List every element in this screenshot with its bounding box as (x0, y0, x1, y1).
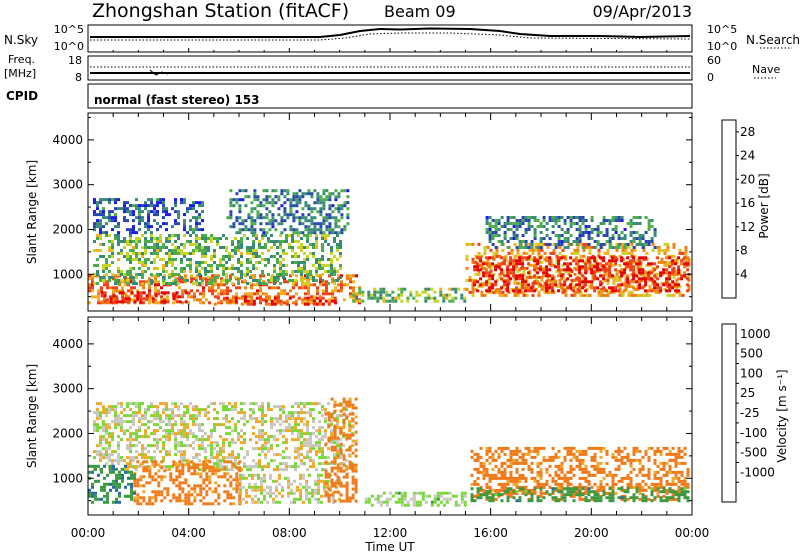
cpid-panel: CPID normal (fast stereo) 153 (6, 83, 693, 109)
freq-right-tick-bottom: 0 (707, 71, 714, 84)
y-tick-label: 1000 (52, 471, 83, 485)
noise-left-label: N.Sky (4, 33, 38, 47)
time-tick-label: 00:00 (71, 526, 106, 540)
power-panel: 1000 2000 3000 4000 Slant Range [km] 4 8 12 16… (25, 112, 771, 312)
velocity-region-2 (88, 464, 136, 504)
freq-right-tick-top: 60 (707, 54, 721, 67)
nave-label: Nave (752, 63, 780, 76)
noise-left-tick-top: 10^5 (54, 23, 84, 36)
sky-noise-trace (90, 27, 691, 39)
colorbar-tick-label: -1000 (740, 465, 775, 479)
time-axis: 00:00 04:00 08:00 12:00 16:00 20:00 00:00 (71, 48, 710, 540)
time-tick-label: 00:00 (675, 526, 710, 540)
velocity-y-label: Slant Range [km] (25, 364, 39, 468)
power-region-9 (485, 216, 657, 249)
power-region-4 (100, 291, 191, 304)
velocity-colorbar-label: Velocity [m s⁻¹] (775, 369, 789, 462)
power-colorbar: 4 8 12 16 20 24 28 (721, 119, 755, 299)
freq-left-tick-top: 18 (68, 54, 82, 67)
freq-left-tick-bottom: 8 (75, 71, 82, 84)
colorbar-tick-label: -500 (740, 446, 767, 460)
power-heatmap (88, 189, 691, 306)
power-region-3 (226, 189, 350, 235)
noise-right-label: N.Search (746, 33, 800, 47)
colorbar-tick-label: 16 (740, 196, 755, 210)
search-noise-trace (90, 32, 691, 41)
power-region-6 (352, 287, 467, 303)
y-tick-label: 2000 (52, 426, 83, 440)
time-tick-label: 04:00 (171, 526, 206, 540)
noise-right-tick-bottom: 10^0 (707, 40, 737, 53)
freq-left-label-2: [MHz] (4, 67, 36, 80)
cpid-label: CPID (6, 89, 38, 103)
y-tick-label: 1000 (52, 267, 83, 281)
y-tick-label: 2000 (52, 222, 83, 236)
time-axis-label: Time UT (364, 540, 415, 554)
power-region-5 (213, 296, 337, 306)
velocity-region-1 (133, 460, 242, 506)
time-tick-label: 20:00 (574, 526, 609, 540)
power-region-1 (93, 234, 342, 285)
freq-left-label-1: Freq. (8, 53, 35, 66)
velocity-region-6 (470, 487, 690, 503)
power-y-axis: 1000 2000 3000 4000 (52, 116, 692, 298)
colorbar-tick-label: -100 (740, 426, 767, 440)
noise-left-tick-bottom: 10^0 (54, 40, 84, 53)
date-label: 09/Apr/2013 (592, 2, 692, 21)
colorbar-tick-label: 20 (740, 172, 755, 186)
y-tick-label: 3000 (52, 178, 83, 192)
velocity-panel: 1000 2000 3000 4000 Slant Range [km] 1000 50… (25, 316, 789, 516)
frequency-panel: Freq. [MHz] 18 8 60 0 Nave (4, 53, 780, 84)
time-tick-label: 12:00 (373, 526, 408, 540)
noise-right-tick-top: 10^5 (707, 23, 737, 36)
colorbar-tick-label: 500 (740, 347, 763, 361)
velocity-region-7 (364, 491, 467, 507)
colorbar-tick-label: 12 (740, 220, 755, 234)
colorbar-tick-label: -25 (740, 406, 760, 420)
colorbar-tick-label: 100 (740, 366, 763, 380)
colorbar-tick-label: 25 (740, 386, 755, 400)
cpid-mode: normal (fast stereo) 153 (94, 93, 260, 107)
velocity-region-4 (324, 397, 358, 503)
velocity-colorbar: 1000 500 100 25 -25 -100 -500 -1000 (721, 323, 775, 503)
power-region-2 (93, 198, 204, 235)
velocity-heatmap (88, 397, 690, 507)
power-y-label: Slant Range [km] (25, 160, 39, 264)
noise-panel: N.Sky 10^5 10^0 10^5 10^0 N.Search (4, 23, 800, 53)
colorbar-tick-label: 4 (740, 267, 748, 281)
power-region-8 (473, 256, 690, 293)
colorbar-tick-label: 8 (740, 244, 748, 258)
y-tick-label: 4000 (52, 337, 83, 351)
station-title: Zhongshan Station (fitACF) (92, 0, 349, 22)
y-tick-label: 3000 (52, 382, 83, 396)
time-tick-label: 08:00 (272, 526, 307, 540)
velocity-y-axis: 1000 2000 3000 4000 (52, 320, 692, 502)
y-tick-label: 4000 (52, 133, 83, 147)
colorbar-tick-label: 1000 (740, 327, 771, 341)
colorbar-tick-label: 28 (740, 125, 755, 139)
time-tick-label: 16:00 (473, 526, 508, 540)
power-colorbar-label: Power [dB] (757, 173, 771, 238)
beam-label: Beam 09 (384, 2, 456, 21)
colorbar-tick-label: 24 (740, 149, 755, 163)
